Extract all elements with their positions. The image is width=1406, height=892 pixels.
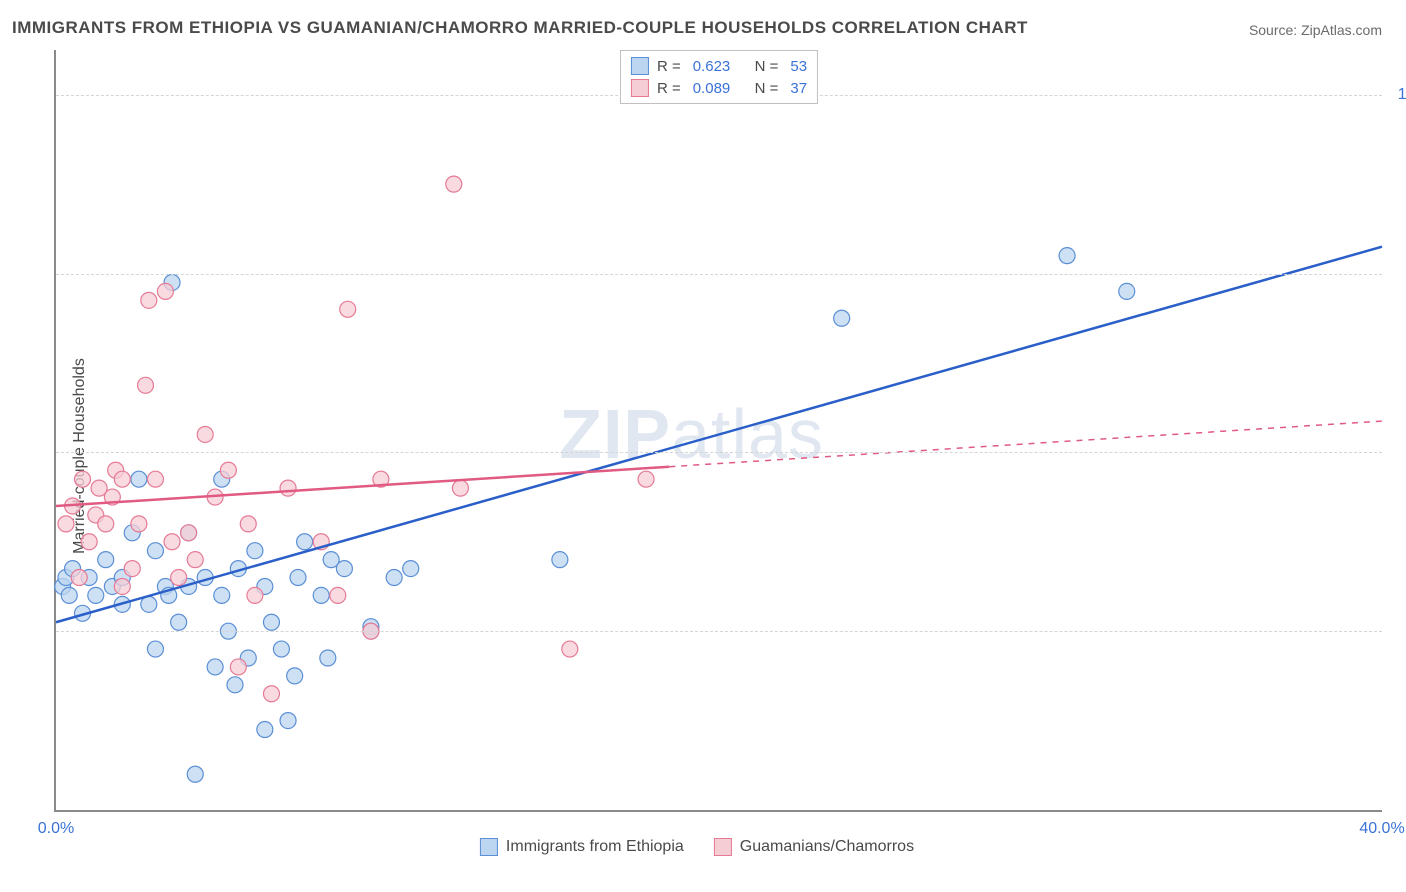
scatter-point-guam	[230, 659, 246, 675]
scatter-point-ethiopia	[313, 587, 329, 603]
stats-row-guam: R = 0.089 N = 37	[631, 77, 807, 99]
scatter-point-ethiopia	[207, 659, 223, 675]
stats-n-value-guam: 37	[790, 80, 807, 97]
legend-label-ethiopia: Immigrants from Ethiopia	[506, 838, 684, 856]
scatter-point-guam	[187, 552, 203, 568]
scatter-point-ethiopia	[386, 570, 402, 586]
scatter-point-guam	[114, 578, 130, 594]
scatter-point-ethiopia	[247, 543, 263, 559]
stats-r-value-guam: 0.089	[693, 80, 731, 97]
scatter-point-guam	[240, 516, 256, 532]
plot-area: R = 0.623 N = 53 R = 0.089 N = 37 ZIPatl…	[54, 50, 1382, 812]
scatter-point-ethiopia	[297, 534, 313, 550]
stats-n-label: N =	[755, 58, 779, 75]
x-tick-label: 0.0%	[38, 820, 74, 838]
scatter-point-guam	[131, 516, 147, 532]
scatter-point-ethiopia	[403, 561, 419, 577]
trend-line-ethiopia	[56, 247, 1382, 623]
scatter-point-ethiopia	[1059, 248, 1075, 264]
scatter-point-guam	[171, 570, 187, 586]
gridline	[56, 631, 1382, 632]
scatter-point-guam	[181, 525, 197, 541]
gridline	[56, 274, 1382, 275]
scatter-point-ethiopia	[187, 766, 203, 782]
scatter-point-guam	[157, 283, 173, 299]
x-tick-label: 40.0%	[1359, 820, 1404, 838]
scatter-point-guam	[340, 301, 356, 317]
gridline	[56, 452, 1382, 453]
scatter-point-ethiopia	[336, 561, 352, 577]
legend-swatch-guam	[714, 838, 732, 856]
source-value: ZipAtlas.com	[1301, 22, 1382, 38]
scatter-point-ethiopia	[834, 310, 850, 326]
scatter-point-guam	[58, 516, 74, 532]
trend-line-guam-dashed	[669, 421, 1382, 467]
legend-label-guam: Guamanians/Chamorros	[740, 838, 914, 856]
stats-r-label: R =	[657, 58, 681, 75]
scatter-point-guam	[164, 534, 180, 550]
scatter-point-ethiopia	[88, 587, 104, 603]
chart-svg	[56, 50, 1382, 810]
scatter-point-guam	[81, 534, 97, 550]
scatter-point-ethiopia	[552, 552, 568, 568]
scatter-point-guam	[220, 462, 236, 478]
scatter-point-ethiopia	[171, 614, 187, 630]
scatter-point-ethiopia	[257, 722, 273, 738]
y-tick-label: 100.0%	[1398, 86, 1406, 104]
swatch-guam	[631, 79, 649, 97]
scatter-point-ethiopia	[61, 587, 77, 603]
scatter-point-ethiopia	[147, 641, 163, 657]
chart-title: IMMIGRANTS FROM ETHIOPIA VS GUAMANIAN/CH…	[12, 18, 1028, 38]
scatter-point-guam	[138, 377, 154, 393]
legend-swatch-ethiopia	[480, 838, 498, 856]
scatter-point-guam	[98, 516, 114, 532]
scatter-point-ethiopia	[320, 650, 336, 666]
scatter-point-ethiopia	[131, 471, 147, 487]
scatter-point-ethiopia	[287, 668, 303, 684]
scatter-point-guam	[263, 686, 279, 702]
scatter-point-ethiopia	[280, 713, 296, 729]
chart-container: Married-couple Households R = 0.623 N = …	[12, 50, 1382, 862]
stats-n-value-ethiopia: 53	[790, 58, 807, 75]
scatter-point-ethiopia	[263, 614, 279, 630]
scatter-point-guam	[638, 471, 654, 487]
scatter-point-guam	[141, 292, 157, 308]
scatter-point-guam	[452, 480, 468, 496]
scatter-point-guam	[330, 587, 346, 603]
scatter-point-guam	[71, 570, 87, 586]
stats-box: R = 0.623 N = 53 R = 0.089 N = 37	[620, 50, 818, 104]
source-prefix: Source:	[1249, 22, 1297, 38]
stats-row-ethiopia: R = 0.623 N = 53	[631, 55, 807, 77]
scatter-point-guam	[446, 176, 462, 192]
scatter-point-ethiopia	[1119, 283, 1135, 299]
scatter-point-ethiopia	[214, 587, 230, 603]
scatter-point-guam	[562, 641, 578, 657]
trend-line-guam	[56, 467, 669, 506]
legend: Immigrants from Ethiopia Guamanians/Cham…	[480, 838, 914, 856]
scatter-point-guam	[147, 471, 163, 487]
scatter-point-ethiopia	[227, 677, 243, 693]
scatter-point-ethiopia	[273, 641, 289, 657]
scatter-point-guam	[75, 471, 91, 487]
scatter-point-guam	[124, 561, 140, 577]
scatter-point-ethiopia	[290, 570, 306, 586]
legend-item-ethiopia: Immigrants from Ethiopia	[480, 838, 684, 856]
scatter-point-ethiopia	[147, 543, 163, 559]
stats-n-label: N =	[755, 80, 779, 97]
source-label: Source: ZipAtlas.com	[1249, 22, 1382, 38]
scatter-point-guam	[114, 471, 130, 487]
swatch-ethiopia	[631, 57, 649, 75]
stats-r-label: R =	[657, 80, 681, 97]
scatter-point-guam	[247, 587, 263, 603]
legend-item-guam: Guamanians/Chamorros	[714, 838, 914, 856]
scatter-point-guam	[280, 480, 296, 496]
scatter-point-ethiopia	[98, 552, 114, 568]
scatter-point-guam	[197, 426, 213, 442]
stats-r-value-ethiopia: 0.623	[693, 58, 731, 75]
